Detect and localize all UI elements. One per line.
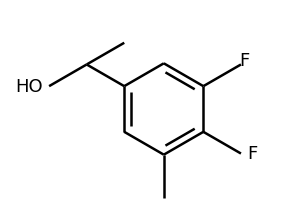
Text: HO: HO: [16, 78, 43, 96]
Text: F: F: [240, 52, 250, 70]
Text: F: F: [247, 145, 258, 163]
